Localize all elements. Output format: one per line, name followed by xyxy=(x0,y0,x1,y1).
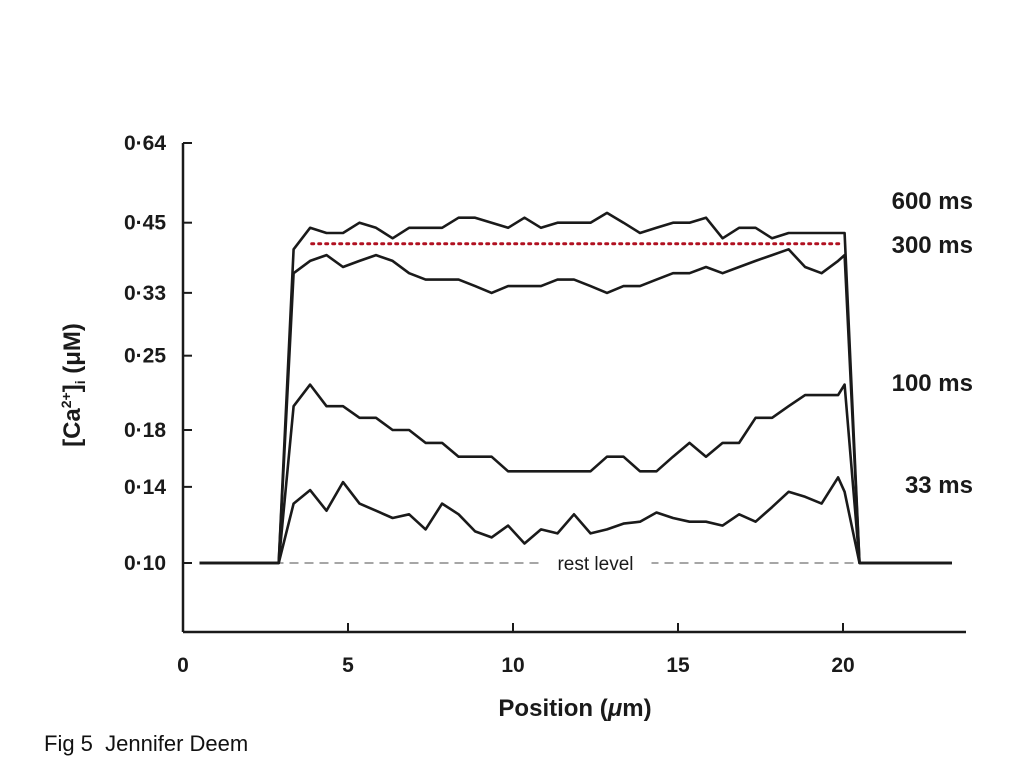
axes: 0·64 0·45 0·33 0·25 0·18 0·14 0·10 0 5 10 15 20 xyxy=(124,132,966,677)
rest-level-label-bg xyxy=(539,551,652,575)
reference-lines: rest level xyxy=(199,242,949,575)
x-tick-label: 15 xyxy=(666,654,690,677)
y-axis-title-post: (μM) xyxy=(59,323,86,380)
x-tick-label: 20 xyxy=(831,654,854,677)
y-axis-title: [Ca2+]i (μM) xyxy=(58,323,88,447)
x-axis-title: Position (μm) xyxy=(498,695,651,722)
series-label-33-ms: 33 ms xyxy=(905,472,973,499)
x-tick-label: 0 xyxy=(177,654,189,677)
series-label-600-ms: 600 ms xyxy=(892,188,973,215)
x-axis-title-post: m) xyxy=(622,695,651,722)
rest-level-label: rest level xyxy=(557,554,633,575)
x-axis-title-mu: μ xyxy=(607,695,623,722)
figure-caption: Fig 5 Jennifer Deem xyxy=(44,731,249,756)
series-line-100-ms xyxy=(199,383,952,565)
x-tick-label: 10 xyxy=(501,654,524,677)
x-tick-label: 5 xyxy=(342,654,354,677)
y-tick-label: 0·64 xyxy=(124,132,166,155)
series-line-300-ms xyxy=(199,248,952,565)
x-axis-title-pre: Position ( xyxy=(498,695,607,722)
y-tick-label: 0·25 xyxy=(124,345,166,368)
series-label-100-ms: 100 ms xyxy=(892,370,973,397)
y-tick-label: 0·10 xyxy=(124,552,166,575)
series-line-33-ms xyxy=(199,476,952,565)
series-line-600-ms xyxy=(199,211,952,565)
y-axis-title-sub: i xyxy=(72,380,88,384)
y-axis-title-sup: 2+ xyxy=(58,392,74,408)
y-tick-label: 0·18 xyxy=(124,419,166,442)
series-labels: 600 ms 300 ms 100 ms 33 ms xyxy=(892,188,973,499)
series-label-300-ms: 300 ms xyxy=(892,232,973,259)
series-lines xyxy=(199,211,952,565)
y-tick-label: 0·14 xyxy=(124,476,166,499)
y-tick-label: 0·33 xyxy=(124,282,166,305)
y-tick-label: 0·45 xyxy=(124,212,166,235)
y-axis-title-pre: [Ca xyxy=(59,408,86,447)
y-axis-title-mid: ] xyxy=(59,384,86,392)
